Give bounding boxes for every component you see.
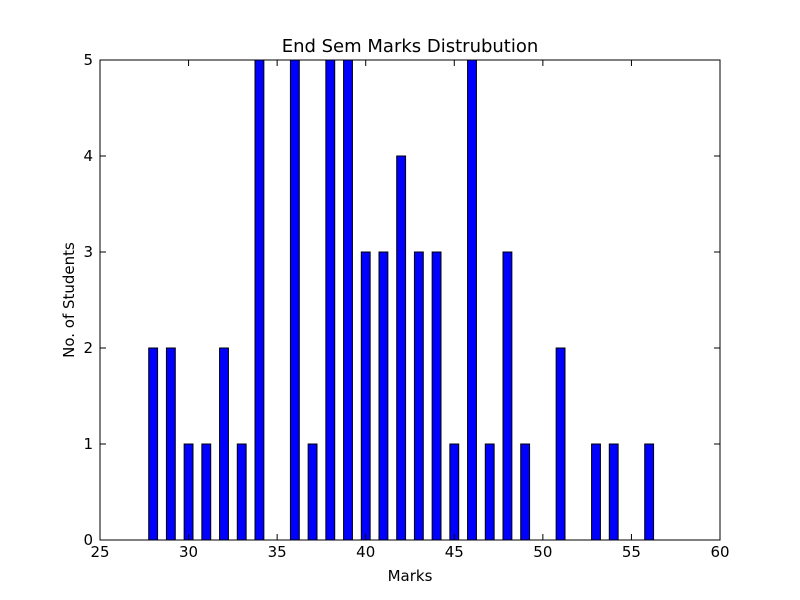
y-tick-label-4: 4 — [83, 147, 93, 165]
bar-40 — [360, 251, 371, 541]
bar-44 — [431, 251, 442, 541]
bar-28 — [148, 347, 159, 541]
x-tick-label-30: 30 — [179, 543, 198, 561]
y-tick-label-3: 3 — [83, 243, 93, 261]
bar-39 — [343, 59, 353, 541]
bar-56 — [644, 443, 655, 541]
x-tick-label-50: 50 — [533, 543, 552, 561]
x-tick-label-25: 25 — [90, 543, 109, 561]
bar-46 — [467, 59, 477, 541]
x-tick-label-45: 45 — [445, 543, 464, 561]
bar-53 — [591, 443, 601, 541]
x-tick-label-55: 55 — [622, 543, 641, 561]
bar-37 — [307, 443, 318, 541]
bar-38 — [325, 59, 336, 541]
y-axis-label: No. of Students — [60, 242, 78, 358]
bar-34 — [254, 59, 265, 541]
bar-32 — [219, 347, 229, 541]
bar-30 — [183, 443, 194, 541]
plot-area-frame — [99, 59, 721, 541]
bar-47 — [484, 443, 495, 541]
x-tick-label-35: 35 — [268, 543, 287, 561]
bar-29 — [165, 347, 176, 541]
y-tick-label-1: 1 — [83, 435, 93, 453]
bar-49 — [520, 443, 531, 541]
bar-54 — [608, 443, 619, 541]
x-axis-label: Marks — [388, 567, 433, 585]
bar-45 — [449, 443, 460, 541]
y-tick-label-5: 5 — [83, 51, 93, 69]
y-tick-label-0: 0 — [83, 531, 93, 549]
bar-31 — [201, 443, 212, 541]
y-tick-label-2: 2 — [83, 339, 93, 357]
bar-51 — [555, 347, 566, 541]
bar-41 — [378, 251, 389, 541]
x-tick-label-60: 60 — [710, 543, 729, 561]
chart-title: End Sem Marks Distrubution — [282, 36, 539, 57]
bar-42 — [396, 155, 407, 541]
bar-33 — [236, 443, 247, 541]
bar-48 — [502, 251, 513, 541]
x-tick-label-40: 40 — [356, 543, 375, 561]
bar-43 — [413, 251, 424, 541]
bar-36 — [289, 59, 300, 541]
